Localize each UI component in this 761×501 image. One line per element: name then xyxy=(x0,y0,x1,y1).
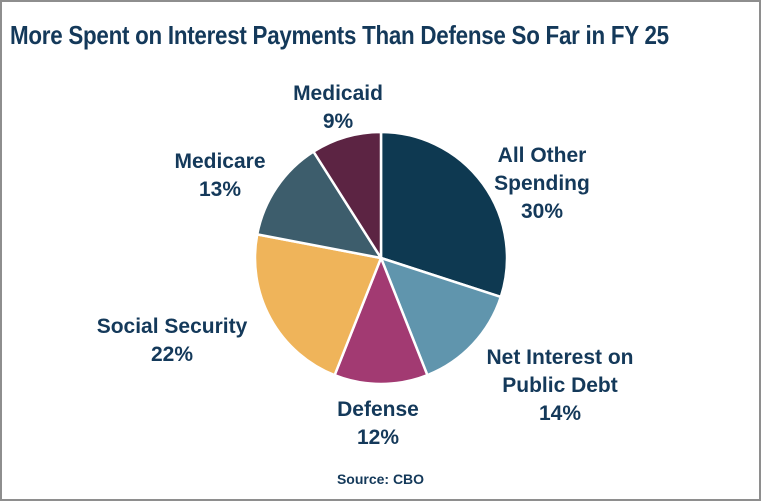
pie-slice-social-security xyxy=(253,233,383,377)
label-line: Spending xyxy=(494,172,590,195)
source-note: Source: CBO xyxy=(336,471,425,487)
pie-slice-medicare xyxy=(255,150,383,260)
label-percent: 22% xyxy=(150,343,194,366)
label-percent: 9% xyxy=(322,110,354,133)
pie-chart xyxy=(253,130,509,386)
label-medicaid: Medicaid 9% xyxy=(248,80,428,136)
label-social-security: Social Security 22% xyxy=(62,313,282,369)
label-line: Net Interest on xyxy=(486,346,634,369)
label-line: Defense xyxy=(337,398,419,421)
pie-slice-medicaid xyxy=(312,130,383,260)
label-percent: 30% xyxy=(520,200,564,223)
label-percent: 12% xyxy=(356,426,400,449)
label-medicare: Medicare 13% xyxy=(130,148,310,204)
label-net-interest-on-public-debt: Net Interest on Public Debt 14% xyxy=(450,344,670,428)
label-line: Medicare xyxy=(174,150,266,173)
label-line: Public Debt xyxy=(502,374,618,397)
label-line: Social Security xyxy=(96,315,248,338)
pie-slice-net-interest-on-public-debt xyxy=(379,256,503,377)
pie-slice-all-other-spending xyxy=(379,130,509,299)
label-percent: 13% xyxy=(198,178,242,201)
pie-slice-defense xyxy=(333,256,429,386)
label-percent: 14% xyxy=(538,402,582,425)
chart-title: More Spent on Interest Payments Than Def… xyxy=(10,20,669,50)
label-line: All Other xyxy=(497,144,587,167)
label-all-other-spending: All Other Spending 30% xyxy=(452,142,632,226)
label-defense: Defense 12% xyxy=(288,396,468,452)
label-line: Medicaid xyxy=(293,82,383,105)
